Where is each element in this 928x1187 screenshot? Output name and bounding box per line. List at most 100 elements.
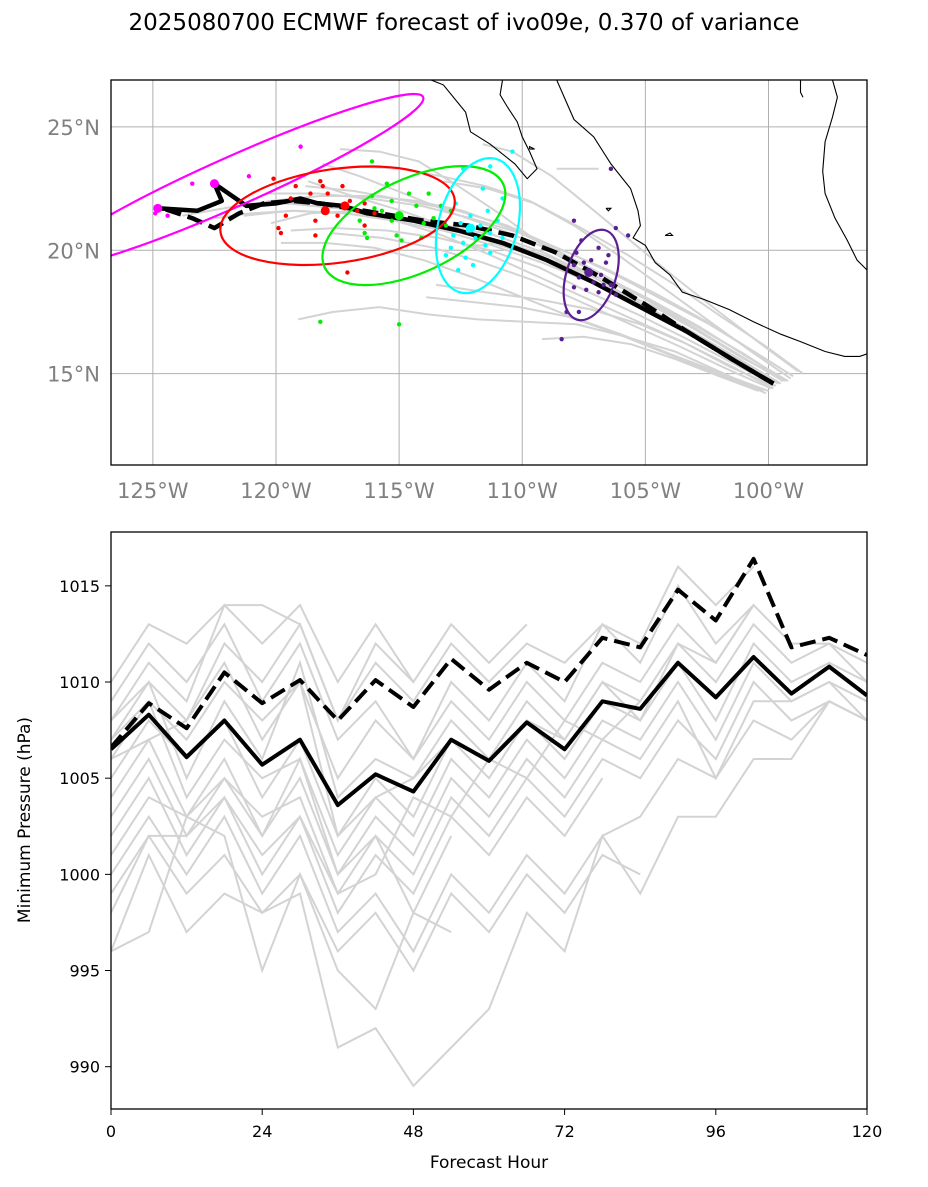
ensemble-position-point [488,164,493,169]
mean-position-marker [340,201,350,211]
ensemble-position-point [625,233,631,238]
ensemble-position-point [379,208,385,214]
ensemble-position-point [389,218,394,223]
member-pressure-line [111,700,867,954]
ensemble-position-point [478,223,483,228]
x-tick-label: 120 [852,1122,883,1141]
x-tick-label: 96 [706,1122,726,1141]
ensemble-position-point [347,198,353,204]
member-pressure-line [111,604,415,723]
member-pressure-line [111,815,452,1011]
mean-pressure-solid [111,655,867,808]
member-pressure-line [111,834,641,973]
ensemble-position-point [369,159,375,164]
pressure-frame [110,531,868,1110]
y-axis-label: Minimum Pressure (hPa) [15,717,35,923]
member-pressure-line [111,700,867,1088]
map-tick-labels: 125°W 120°W 115°W 110°W 105°W 100°W 25°N 20°N 15… [47,116,804,503]
y-tick-label: 1005 [59,769,100,788]
ensemble-position-point [318,178,323,184]
ensemble-position-point [190,181,195,186]
ensemble-position-point [576,275,582,280]
member-pressure-line [111,661,867,858]
ensemble-position-point [613,292,619,297]
ensemble-position-point [603,260,609,265]
ensemble-position-point [571,285,577,290]
ensemble-position-point [485,208,490,214]
mean-position-marker [584,268,594,277]
map-plot-area [111,80,867,465]
lon-tick-label: 110°W [487,479,559,503]
member-track [239,202,774,387]
ensemble-position-point [288,196,293,201]
pressure-content [111,556,867,1088]
lon-tick-label: 105°W [610,479,682,503]
mean-position-marker [466,223,476,233]
ensemble-position-point [340,183,345,189]
track-map-panel: 125°W 120°W 115°W 110°W 105°W 100°W 25°N 20°N 15… [47,79,868,503]
mean-position-marker [320,206,330,216]
map-frame [110,79,868,466]
ensemble-position-point [325,191,330,196]
ensemble-position-point [406,191,412,196]
lat-tick-label: 20°N [47,239,100,263]
ensemble-position-point [458,220,463,226]
ensemble-position-point [483,243,488,248]
mean-position-marker [153,203,163,213]
member-track [541,335,759,392]
ensemble-position-point [394,233,399,238]
uncertainty-ellipse [434,156,522,295]
ensemble-position-point [488,250,493,255]
y-tick-label: 990 [69,1058,100,1077]
coastline [822,80,867,271]
ensemble-position-point [313,218,318,223]
ensemble-position-point [473,235,478,241]
member-track [290,227,777,387]
uncertainty-ellipse [562,228,620,322]
member-pressure-line [111,603,528,722]
ensemble-position-point [608,282,614,288]
ensemble-position-point [364,235,370,241]
y-tick-label: 1000 [59,865,100,884]
ensemble-position-point [362,223,367,228]
figure-title: 2025080700 ECMWF forecast of ivo09e, 0.3… [128,10,800,36]
ensemble-position-point [362,230,367,236]
ensemble-position-point [426,191,431,196]
ensemble-position-point [443,223,449,228]
ensemble-position-point [448,245,454,251]
ensemble-position-point [468,213,473,218]
ensemble-position-point [613,225,619,231]
ensemble-position-point [571,262,577,268]
ensemble-position-point [460,240,466,246]
y-tick-label: 1015 [59,577,100,596]
ensemble-position-point [271,176,276,181]
ensemble-position-point [414,203,419,209]
member-track [266,192,794,378]
coastline [556,80,867,357]
lat-tick-label: 25°N [47,116,100,140]
coastline [664,232,674,237]
ensemble-position-point [384,181,390,186]
ensemble-position-point [598,272,604,278]
ensemble-position-point [581,260,587,265]
ensemble-position-point [246,174,252,179]
y-tick-label: 1010 [59,673,100,692]
ensemble-position-point [510,149,515,154]
ensemble-position-point [500,235,505,241]
mean-position-marker [394,211,404,221]
ensemble-position-point [293,183,298,189]
ensemble-position-point [606,253,611,258]
ensemble-position-point [588,257,594,263]
map-content [111,80,867,395]
ensemble-position-point [278,230,284,236]
uncertainty-ellipse [111,92,425,270]
y-tick-label: 995 [69,962,100,981]
ensemble-position-point [298,144,303,149]
member-pressure-line [111,583,755,762]
ensemble-position-point [320,183,325,189]
ensemble-position-point [456,267,461,273]
ensemble-position-point [357,218,362,223]
ensemble-position-point [443,253,449,258]
ensemble-position-point [362,201,367,206]
